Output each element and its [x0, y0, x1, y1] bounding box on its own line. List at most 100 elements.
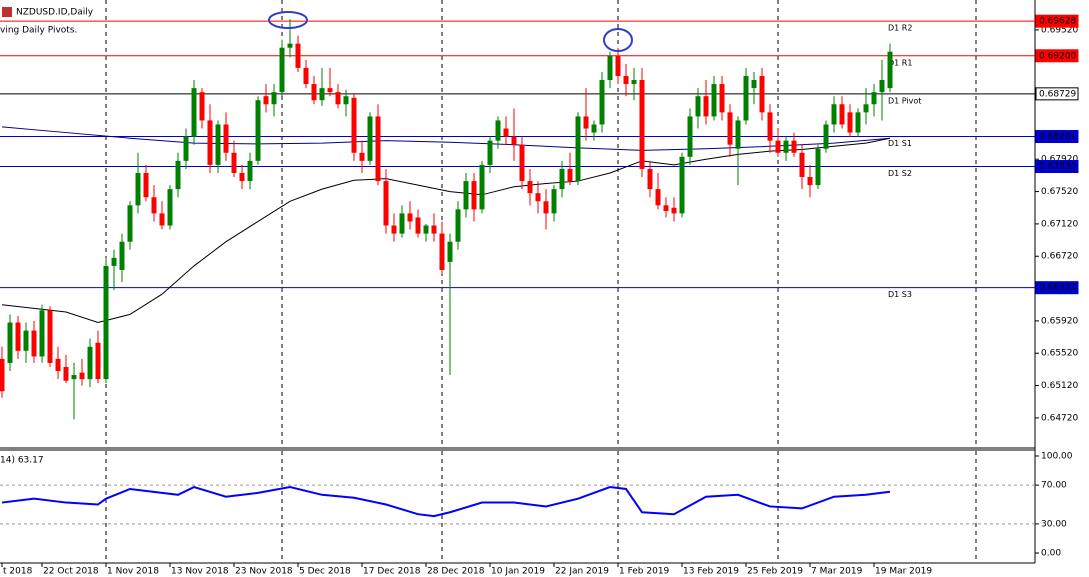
candle-body — [271, 92, 277, 105]
candle-body — [0, 358, 5, 392]
x-tick-label: 5 Dec 2018 — [299, 567, 351, 577]
candle-body — [255, 100, 261, 161]
x-tick-label: 10 Jan 2019 — [491, 567, 545, 577]
candle-body — [359, 152, 365, 161]
indicator-caption: ving Daily Pivots. — [0, 26, 77, 36]
candle-body — [671, 207, 677, 214]
candle-body — [39, 310, 45, 357]
candle-body — [167, 189, 173, 226]
candle-body — [623, 75, 629, 85]
pivot-name: D1 Pivot — [888, 96, 921, 105]
x-tick-label: 17 Dec 2018 — [363, 567, 421, 577]
candle-body — [479, 164, 485, 210]
candle-body — [375, 116, 381, 182]
candle-body — [119, 241, 125, 270]
candle-body — [567, 168, 573, 182]
candle-body — [839, 104, 845, 125]
y-tick-label: 0.65120 — [1041, 381, 1078, 391]
candle-body — [815, 148, 821, 186]
x-tick-label: 7 Mar 2019 — [811, 567, 863, 577]
candle-body — [591, 124, 597, 133]
candle-body — [351, 97, 357, 153]
candle-body — [55, 358, 61, 372]
candle-body — [87, 346, 93, 380]
candle-body — [847, 112, 853, 133]
candle-body — [143, 172, 149, 198]
price-tag-label: 0.68201 — [1039, 132, 1076, 142]
candle-body — [175, 160, 181, 190]
candle-body — [807, 177, 813, 186]
price-tag — [1035, 281, 1079, 295]
y-tick-label: 0.65520 — [1041, 349, 1078, 359]
candle-body — [439, 233, 445, 270]
candle-body — [207, 120, 213, 165]
x-tick-label: 13 Feb 2019 — [683, 567, 739, 577]
candle-body — [223, 124, 229, 153]
candle-body — [783, 140, 789, 153]
x-tick-label: 23 Nov 2018 — [235, 567, 293, 577]
x-tick-label: 1 Nov 2018 — [107, 567, 159, 577]
candle-body — [503, 128, 509, 137]
price-tag — [1035, 14, 1079, 28]
rsi-tick-label: 100.00 — [1041, 452, 1073, 462]
candle-body — [647, 168, 653, 190]
candle-body — [511, 136, 517, 145]
x-tick-label: 1 Feb 2019 — [619, 567, 670, 577]
candle-body — [471, 181, 477, 210]
annotation-ellipse — [603, 28, 633, 52]
plot: 0.69520 0.67920 0.67520 0.67120 0.66720 0.663… — [0, 14, 1079, 577]
candle-body — [95, 342, 101, 380]
candle-body — [487, 140, 493, 165]
y-tick-label: 0.64720 — [1041, 413, 1078, 423]
candle-body — [247, 160, 253, 182]
x-tick-label: t 2018 — [3, 567, 33, 577]
candle-body — [551, 189, 557, 214]
candle-body — [775, 140, 781, 153]
candle-body — [823, 124, 829, 149]
x-tick-label: 22 Jan 2019 — [555, 567, 609, 577]
candle-body — [263, 96, 269, 105]
candle-body — [79, 372, 85, 380]
candle-body — [327, 88, 333, 93]
candle-body — [295, 43, 301, 68]
candle-body — [743, 75, 749, 121]
candle-body — [879, 80, 885, 93]
candle-body — [703, 96, 709, 117]
candle-body — [183, 136, 189, 161]
rsi-line — [1, 485, 891, 518]
candle-body — [287, 43, 293, 48]
candle-body — [239, 172, 245, 182]
candle-body — [679, 156, 685, 214]
rsi-tick-label: 30.00 — [1041, 519, 1067, 529]
y-tick-label: 0.66720 — [1041, 252, 1078, 262]
candle-body — [343, 96, 349, 105]
candle-body — [599, 80, 605, 125]
candle-body — [639, 80, 645, 169]
candle-body — [399, 213, 405, 234]
candle-body — [23, 330, 29, 351]
candle-body — [767, 112, 773, 141]
symbol-icon — [2, 7, 12, 17]
candle-body — [791, 140, 797, 153]
price-tag-label: 0.69628 — [1039, 17, 1076, 27]
candle-body — [799, 152, 805, 178]
moving-average — [1, 126, 891, 151]
candle-body — [7, 322, 13, 363]
chart-title: NZDUSD.ID,Daily — [16, 8, 94, 18]
price-tag-label: 0.68729 — [1039, 89, 1076, 99]
candle-body — [711, 84, 717, 117]
candle-body — [47, 310, 53, 363]
candle-body — [407, 213, 413, 222]
candle-body — [279, 47, 285, 93]
candle-body — [319, 88, 325, 101]
candle-body — [151, 197, 157, 214]
pivot-name: D1 R1 — [888, 58, 912, 67]
x-tick-label: 22 Oct 2018 — [43, 567, 99, 577]
candle-body — [719, 84, 725, 113]
y-tick-label: 0.67120 — [1041, 219, 1078, 229]
candle-body — [103, 265, 109, 380]
candle-body — [863, 104, 869, 113]
candle-body — [615, 55, 621, 76]
rsi-tick-label: 0.00 — [1041, 549, 1061, 559]
